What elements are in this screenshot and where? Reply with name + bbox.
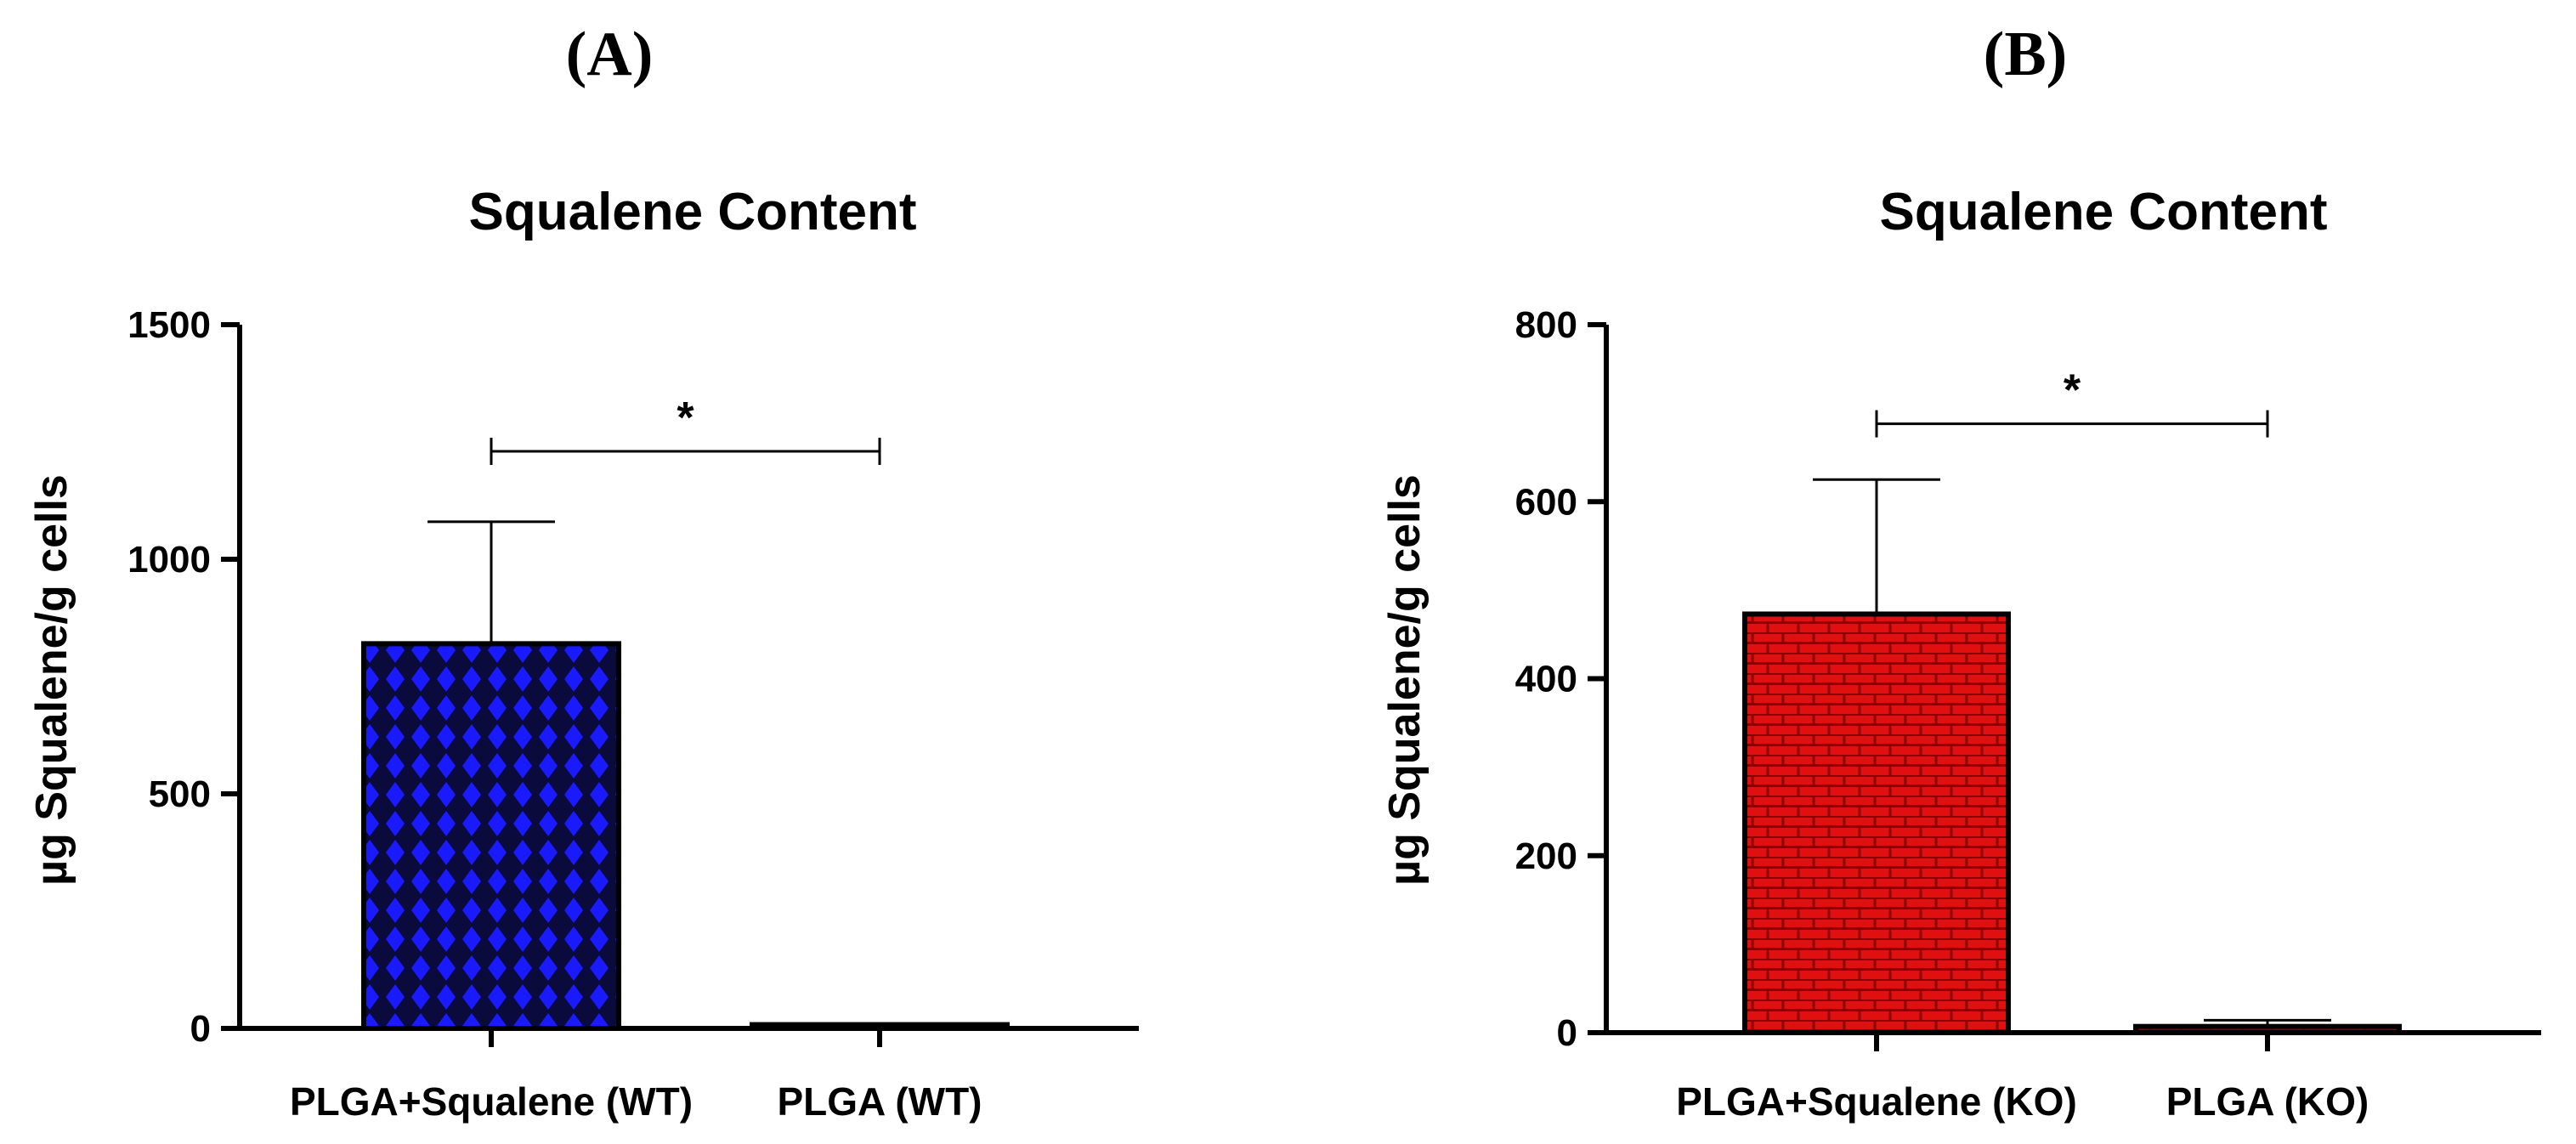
y-tick-label: 0 [190,1008,211,1050]
y-tick-label: 1500 [127,304,211,346]
y-tick-label: 1000 [127,539,211,580]
bar-1 [1742,611,2011,1036]
y-tick-label: 200 [1515,835,1577,877]
y-tick-label: 600 [1515,481,1577,523]
significance-label: * [677,394,694,443]
y-axis-label: µg Squalene/g cells [1380,474,1430,886]
y-tick-label: 500 [149,773,211,815]
panel-letter: (B) [1984,20,2068,89]
chart-title: Squalene Content [1879,183,2327,241]
y-tick-label: 400 [1515,659,1577,700]
y-tick-label: 800 [1515,304,1577,346]
panel-a: (A) Squalene Content µg Squalene/g cells… [27,20,1139,1124]
category-label: PLGA+Squalene (KO) [1676,1079,2077,1124]
bar-1 [361,641,621,1031]
chart-title: Squalene Content [468,183,916,241]
plot-area-a: 0 500 1000 1500 PLGA+Squalene (WT) PLGA (WT) * [127,304,1139,1124]
category-label: PLGA+Squalene (WT) [290,1079,693,1124]
significance-label: * [2064,366,2081,416]
category-label: PLGA (WT) [777,1079,982,1124]
category-label: PLGA (KO) [2166,1079,2369,1124]
panel-b: (B) Squalene Content µg Squalene/g cells… [1380,20,2541,1124]
y-tick-label: 0 [1557,1012,1577,1054]
panel-letter: (A) [566,20,654,89]
y-axis-label: µg Squalene/g cells [27,474,76,886]
plot-area-b: 0 200 400 600 800 PLGA+Squalene (KO) PLGA (KO)… [1515,304,2541,1124]
